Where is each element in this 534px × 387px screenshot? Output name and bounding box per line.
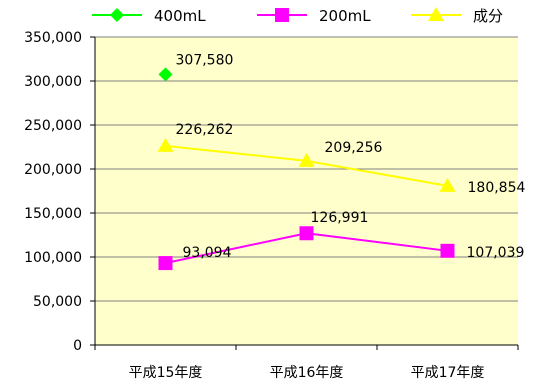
data-point (158, 256, 173, 271)
axes: 0 50,000 100,000 150,000 200,000 250,000 300,0… (24, 30, 519, 381)
x-tick-label: 平成16年度 (270, 365, 344, 381)
legend-label: 成分 (473, 7, 503, 25)
y-tick-label: 0 (73, 338, 82, 354)
y-tick-label: 50,000 (33, 294, 82, 310)
y-tick-label: 350,000 (24, 30, 82, 46)
data-point (158, 67, 173, 82)
data-label: 226,262 (176, 122, 234, 138)
data-point (440, 243, 455, 258)
data-point (299, 226, 314, 241)
legend-marker (110, 8, 124, 22)
legend-label: 200mL (319, 7, 371, 25)
series-group (157, 67, 456, 271)
y-tick-label: 250,000 (24, 118, 82, 134)
data-label: 307,580 (176, 52, 234, 68)
data-label: 93,094 (183, 245, 232, 261)
data-label: 107,039 (467, 245, 525, 261)
legend-label: 400mL (154, 7, 206, 25)
y-tick-label: 150,000 (24, 206, 82, 222)
legend-marker (275, 8, 289, 22)
x-tick-label: 平成17年度 (411, 365, 485, 381)
data-point (298, 152, 315, 167)
data-label: 126,991 (311, 210, 369, 226)
x-tick-label: 平成15年度 (129, 365, 203, 381)
data-label: 209,256 (325, 140, 383, 156)
data-point (157, 137, 174, 152)
legend-marker (428, 7, 444, 21)
legend: 400mL 200mL 成分 (92, 7, 503, 25)
y-tick-label: 200,000 (24, 162, 82, 178)
y-tick-label: 100,000 (24, 250, 82, 266)
data-labels: 307,580 93,094 126,991 107,039 226,262 209,25… (176, 52, 526, 261)
data-label: 180,854 (468, 180, 526, 196)
y-tick-label: 300,000 (24, 74, 82, 90)
data-point (439, 177, 456, 192)
